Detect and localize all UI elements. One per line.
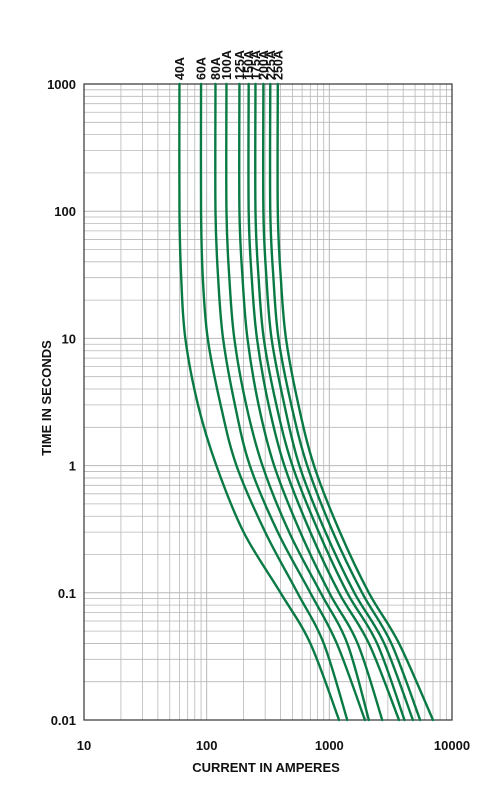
series-curve-225a bbox=[268, 82, 422, 722]
x-tick-label: 10000 bbox=[434, 738, 470, 753]
series-curve-175a bbox=[254, 82, 406, 722]
y-tick-label: 0.1 bbox=[58, 586, 76, 601]
axis-tick-labels: 10 100 1000 10000 1000 100 10 1 0.1 0.01 bbox=[47, 77, 470, 753]
series-label-225a: 225A bbox=[264, 50, 278, 80]
series-label-100a: 100A bbox=[220, 50, 234, 80]
x-axis-title: CURRENT IN AMPERES bbox=[192, 760, 340, 775]
y-axis-title: TIME IN SECONDS bbox=[39, 340, 54, 456]
x-tick-label: 100 bbox=[196, 738, 218, 753]
series-label-175a: 175A bbox=[249, 50, 263, 80]
series-curve-40a bbox=[178, 82, 341, 722]
plot-frame bbox=[83, 83, 453, 721]
series-curve-100a bbox=[225, 82, 371, 722]
series-curve-150a bbox=[247, 82, 401, 722]
y-tick-label: 100 bbox=[54, 204, 76, 219]
series-label-80a: 80A bbox=[209, 57, 223, 80]
series-curve-200a bbox=[261, 82, 415, 722]
series-label-250a: 250A bbox=[271, 50, 285, 80]
x-tick-label: 10 bbox=[77, 738, 91, 753]
series-curves bbox=[178, 82, 435, 722]
series-label-60a: 60A bbox=[195, 57, 209, 80]
series-curve-250a bbox=[276, 82, 435, 722]
y-tick-label: 10 bbox=[62, 331, 76, 346]
series-label-125a: 125A bbox=[233, 50, 247, 80]
y-tick-label: 1000 bbox=[47, 77, 76, 92]
series-label-150a: 150A bbox=[242, 50, 256, 80]
y-tick-label: 0.01 bbox=[51, 713, 76, 728]
series-curve-80a bbox=[214, 82, 367, 722]
y-tick-label: 1 bbox=[69, 459, 76, 474]
x-tick-label: 1000 bbox=[315, 738, 344, 753]
series-curve-125a bbox=[238, 82, 384, 722]
series-label-40a: 40A bbox=[173, 57, 187, 80]
series-label-200a: 200A bbox=[257, 50, 271, 80]
series-curve-60a bbox=[199, 82, 349, 722]
